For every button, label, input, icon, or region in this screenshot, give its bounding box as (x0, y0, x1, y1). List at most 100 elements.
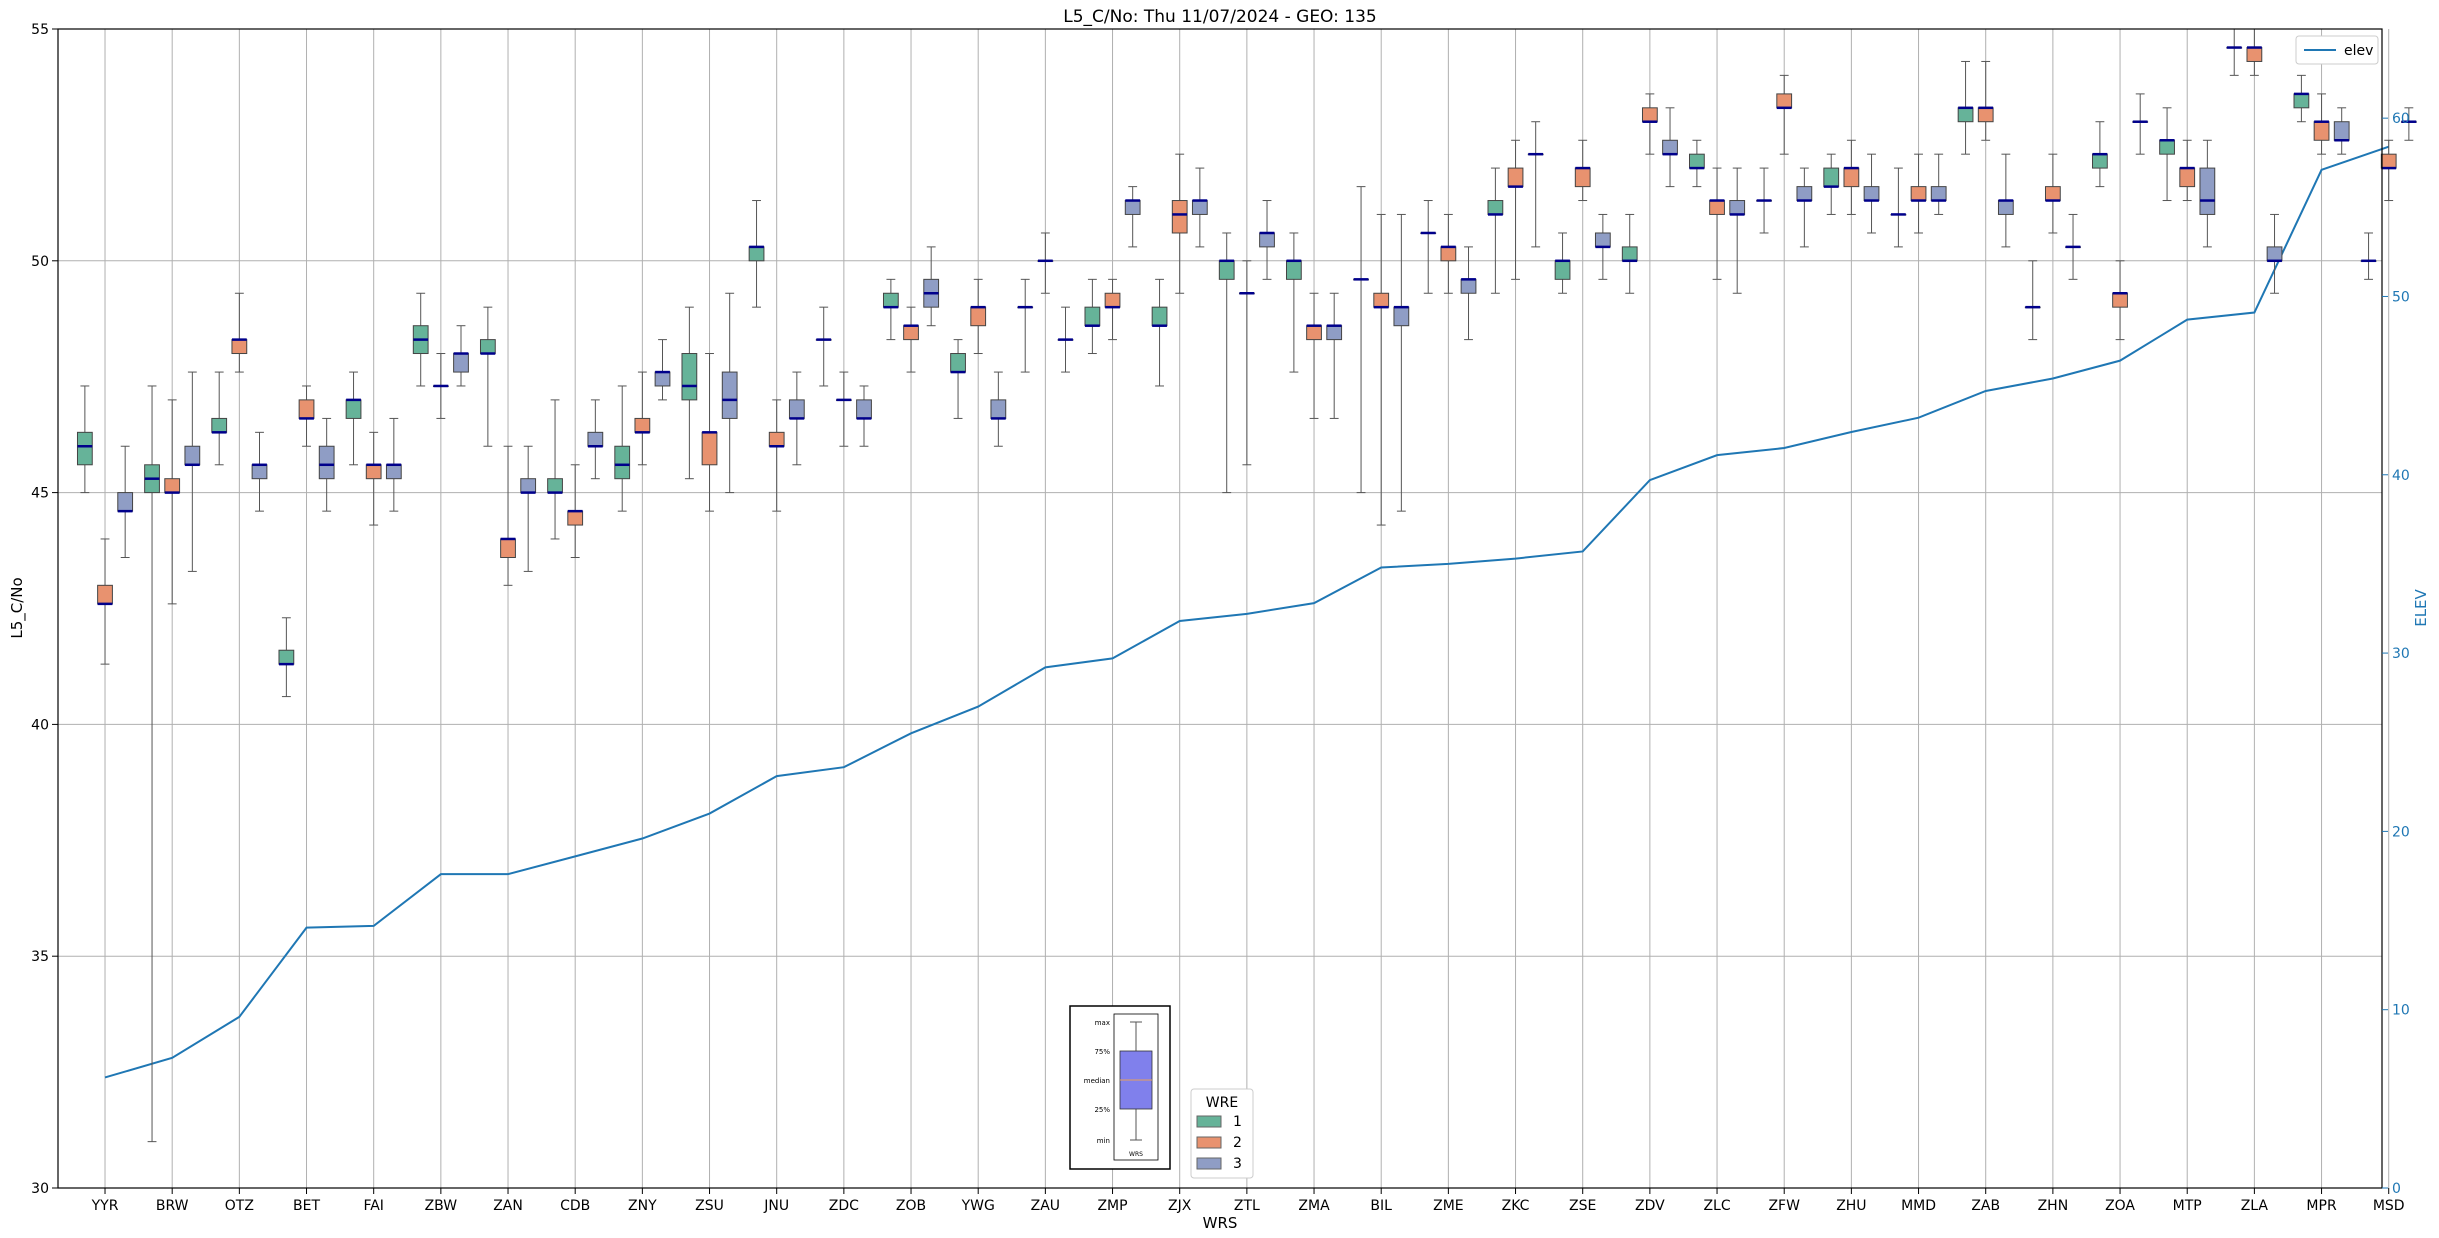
box-series-3 (721, 371, 738, 419)
box-series-1 (1689, 153, 1705, 169)
x-tick-label: BET (293, 1198, 320, 1214)
box-series-1 (76, 431, 93, 466)
plot-frame (57, 28, 2383, 1189)
wre-legend-label-3: 3 (1233, 1156, 1242, 1172)
box-series-3 (1796, 186, 1813, 202)
wre-legend-swatch-1 (1196, 1115, 1222, 1128)
box-series-3 (184, 445, 201, 466)
x-tick-label: ZLA (2241, 1198, 2269, 1214)
x-tick-label: JNU (763, 1198, 789, 1214)
wre-legend-swatch-3 (1196, 1157, 1222, 1170)
x-tick-label: ZFW (1768, 1198, 1800, 1214)
box-series-2 (634, 417, 651, 433)
x-tick-label: MSD (2373, 1198, 2405, 1214)
box-series-1 (479, 339, 496, 355)
x-tick-label: FAI (363, 1198, 383, 1214)
key-label-min: min (1097, 1137, 1110, 1145)
x-tick-label: YYR (91, 1198, 119, 1214)
key-inner-frame (1113, 1013, 1159, 1161)
x-tick-label: BIL (1370, 1198, 1392, 1214)
y2-tick-label: 40 (2392, 468, 2410, 484)
box-series-3 (1191, 200, 1208, 215)
box-series-2 (298, 399, 315, 419)
elev-legend-frame (2295, 35, 2379, 65)
box-series-3 (520, 478, 537, 494)
y2-tick-label: 50 (2392, 289, 2410, 305)
y-tick-label: 55 (31, 22, 49, 38)
box-series-3 (1863, 186, 1880, 202)
y2-tick-label: 0 (2392, 1181, 2401, 1197)
wre-legend-title: WRE (1206, 1095, 1238, 1111)
key-label-q3: 75% (1094, 1048, 1110, 1056)
box-series-2 (1171, 200, 1188, 234)
box-series-1 (2159, 139, 2175, 155)
box-series-3 (1259, 232, 1275, 248)
box-series-3 (1460, 278, 1477, 294)
box-series-1 (614, 445, 631, 480)
box-series-1 (211, 417, 228, 433)
box-series-2 (1776, 93, 1793, 109)
x-tick-label: ZLC (1703, 1198, 1730, 1214)
box-series-2 (500, 538, 516, 559)
key-label-median: median (1084, 1077, 1110, 1085)
x-tick-label: ZAU (1031, 1198, 1060, 1214)
elev-legend: elev (2295, 35, 2379, 65)
key-label-q1: 25% (1094, 1106, 1110, 1114)
y-axis-label: L5_C/No (8, 577, 27, 638)
box-series-3 (788, 399, 805, 419)
x-tick-label: ZAB (1971, 1198, 2000, 1214)
x-tick-label: ZME (1433, 1198, 1464, 1214)
x-tick-label: ZDV (1635, 1198, 1665, 1214)
box-series-3 (117, 492, 134, 512)
x-tick-label: ZSU (695, 1198, 724, 1214)
x-tick-label: ZHN (2038, 1198, 2069, 1214)
box-series-2 (1104, 292, 1121, 308)
box-series-2 (1440, 246, 1457, 262)
x-tick-label: MPR (2306, 1198, 2337, 1214)
box-series-2 (2179, 167, 2196, 188)
x-tick-label: ZOB (896, 1198, 926, 1214)
box-series-2 (2044, 186, 2061, 202)
box-series-2 (1574, 167, 1591, 188)
key-label-max: max (1095, 1019, 1110, 1027)
box-series-1 (1285, 260, 1302, 280)
box-series-1 (1487, 200, 1504, 215)
x-tick-label: OTZ (225, 1198, 254, 1214)
box-series-2 (970, 306, 987, 327)
x-tick-label: YWG (961, 1198, 995, 1214)
box-series-1 (1823, 167, 1840, 188)
y-tick-label: 35 (31, 949, 49, 965)
x-tick-label: ZDC (829, 1198, 859, 1214)
box-series-1 (1084, 306, 1101, 327)
box-series-2 (567, 510, 584, 526)
x-tick-label: MMD (1901, 1198, 1936, 1214)
box-series-2 (231, 339, 248, 355)
box-series-2 (1709, 200, 1725, 215)
box-series-3 (1662, 139, 1678, 155)
wre-legend-label-2: 2 (1233, 1135, 1242, 1151)
box-series-2 (1641, 107, 1658, 123)
y-tick-label: 30 (31, 1181, 49, 1197)
boxplot-layer (76, 28, 2417, 1143)
box-series-2 (701, 431, 718, 466)
box-series-2 (2380, 153, 2397, 169)
box-series-1 (882, 292, 899, 308)
x-axis-label: WRS (1203, 1214, 1238, 1232)
box-series-2 (2246, 47, 2263, 62)
box-series-2 (164, 478, 181, 494)
boxplot-key: max 75% median 25% min WRS (1069, 1005, 1171, 1170)
box-series-1 (1621, 246, 1638, 262)
box-series-2 (1306, 325, 1322, 341)
y2-tick-label: 20 (2392, 824, 2410, 840)
elev-line-layer (104, 145, 2390, 1079)
box-series-3 (654, 371, 671, 387)
box-series-3 (453, 353, 469, 373)
box-series-1 (345, 399, 362, 419)
key-xlabel: WRS (1129, 1151, 1143, 1158)
box-series-2 (1910, 186, 1927, 202)
box-series-3 (1393, 306, 1410, 327)
y2-tick-label: 30 (2392, 646, 2410, 662)
box-series-2 (2112, 292, 2128, 308)
elev-line (104, 145, 2390, 1079)
